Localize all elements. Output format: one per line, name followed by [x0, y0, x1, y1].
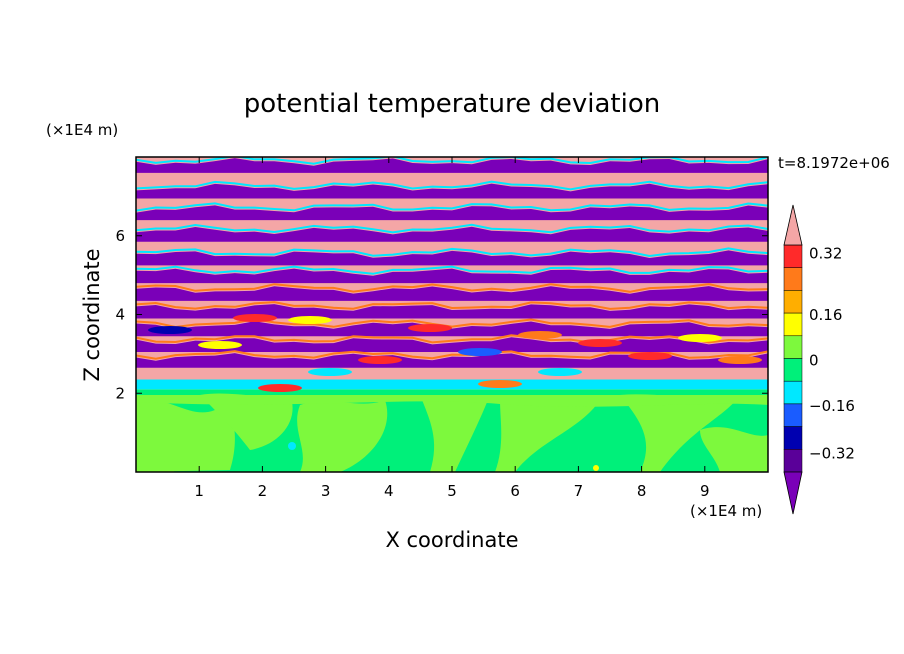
- band-edge: [136, 318, 768, 329]
- x-tick-label: 3: [321, 482, 331, 500]
- colorbar-box: [783, 449, 803, 473]
- colorbar-tick-label: −0.16: [809, 397, 855, 415]
- purple-band: [136, 226, 768, 242]
- band-edge: [136, 247, 768, 258]
- x-tick-label: 4: [384, 482, 394, 500]
- purple-band: [136, 205, 768, 221]
- x-tick-label: 2: [258, 482, 268, 500]
- colorbar-extend-low: [783, 471, 803, 515]
- y-axis-label: Z coordinate: [80, 248, 104, 381]
- band-edge: [136, 301, 768, 310]
- colorbar-box: [783, 358, 803, 382]
- turbulence-blob: [148, 326, 192, 334]
- x-tick-label: 1: [194, 482, 204, 500]
- colorbar-tick-label: 0: [809, 352, 819, 370]
- colorbar-box: [783, 380, 803, 405]
- x-tick-label: 9: [700, 482, 710, 500]
- colorbar-tick-label: −0.32: [809, 444, 855, 462]
- band-edge: [136, 202, 768, 212]
- turbulence-blob: [308, 368, 352, 376]
- y-axis: 2 4 6: [115, 227, 768, 402]
- purple-band: [136, 183, 768, 199]
- turbulence-blob: [678, 334, 722, 342]
- turbulence-blob: [578, 339, 622, 347]
- colorbar: 0.32 0.16 0 −0.16 −0.32: [783, 204, 855, 515]
- purple-band: [136, 304, 768, 319]
- colorbar-box: [783, 312, 803, 337]
- x-axis-label: X coordinate: [385, 528, 518, 552]
- purple-band: [136, 353, 768, 368]
- band-edge: [136, 223, 768, 234]
- lime-swirl: [700, 427, 768, 472]
- lime-swirl: [297, 400, 388, 472]
- yellow-spot: [593, 465, 599, 471]
- turbulence-blob: [478, 380, 522, 388]
- purple-band: [136, 268, 768, 284]
- lime-swirl: [620, 394, 740, 472]
- turbulence-blob: [258, 384, 302, 392]
- colorbar-box: [783, 403, 803, 427]
- contour-field: [136, 157, 768, 472]
- lime-swirl: [136, 420, 175, 472]
- y-tick-label: 4: [115, 306, 125, 324]
- turbulence-blob: [538, 368, 582, 376]
- band-edge: [136, 283, 768, 293]
- colorbar-extend-high: [783, 204, 803, 246]
- turbulence-blob: [233, 314, 277, 322]
- lime-swirl: [495, 398, 600, 472]
- colorbar-box: [783, 244, 803, 268]
- turbulence-blob: [718, 356, 762, 364]
- x-unit-label: (×1E4 m): [690, 502, 762, 520]
- cyan-spot: [288, 442, 296, 450]
- band-edge: [136, 334, 768, 344]
- turbulence-blob: [458, 348, 502, 356]
- purple-band: [136, 337, 768, 352]
- lime-swirl: [136, 395, 768, 407]
- colorbar-tick-label: 0.16: [809, 306, 842, 324]
- turbulence-blob: [358, 356, 402, 364]
- purple-band: [136, 158, 768, 173]
- lime-swirl: [200, 393, 293, 450]
- x-tick-label: 5: [447, 482, 457, 500]
- y-unit-label: (×1E4 m): [46, 121, 118, 139]
- y-tick-label: 2: [115, 384, 125, 402]
- turbulence-blob: [288, 316, 332, 324]
- turbulence-blob: [198, 341, 242, 349]
- purple-band: [136, 321, 768, 337]
- lime-swirl: [420, 395, 490, 472]
- band-edge: [136, 180, 768, 191]
- chart-title: potential temperature deviation: [244, 89, 660, 119]
- x-tick-label: 7: [574, 482, 584, 500]
- turbulence-blob: [408, 324, 452, 332]
- purple-band: [136, 250, 768, 266]
- colorbar-box: [783, 335, 803, 359]
- band-edge: [136, 265, 768, 275]
- turbulence-blob: [518, 331, 562, 339]
- lime-swirl: [136, 399, 235, 472]
- purple-band: [136, 286, 768, 301]
- y-tick-label: 6: [115, 227, 125, 245]
- colorbar-box: [783, 267, 803, 291]
- x-tick-label: 6: [510, 482, 520, 500]
- turbulence-blob: [628, 352, 672, 360]
- x-axis: 1 2 3 4 5 6 7 8 9: [194, 157, 710, 500]
- time-label: t=8.1972e+06: [778, 154, 890, 172]
- colorbar-tick-label: 0.32: [809, 245, 842, 263]
- colorbar-box: [783, 290, 803, 314]
- colorbar-box: [783, 426, 803, 450]
- transition-band: [136, 379, 768, 390]
- x-tick-label: 8: [637, 482, 647, 500]
